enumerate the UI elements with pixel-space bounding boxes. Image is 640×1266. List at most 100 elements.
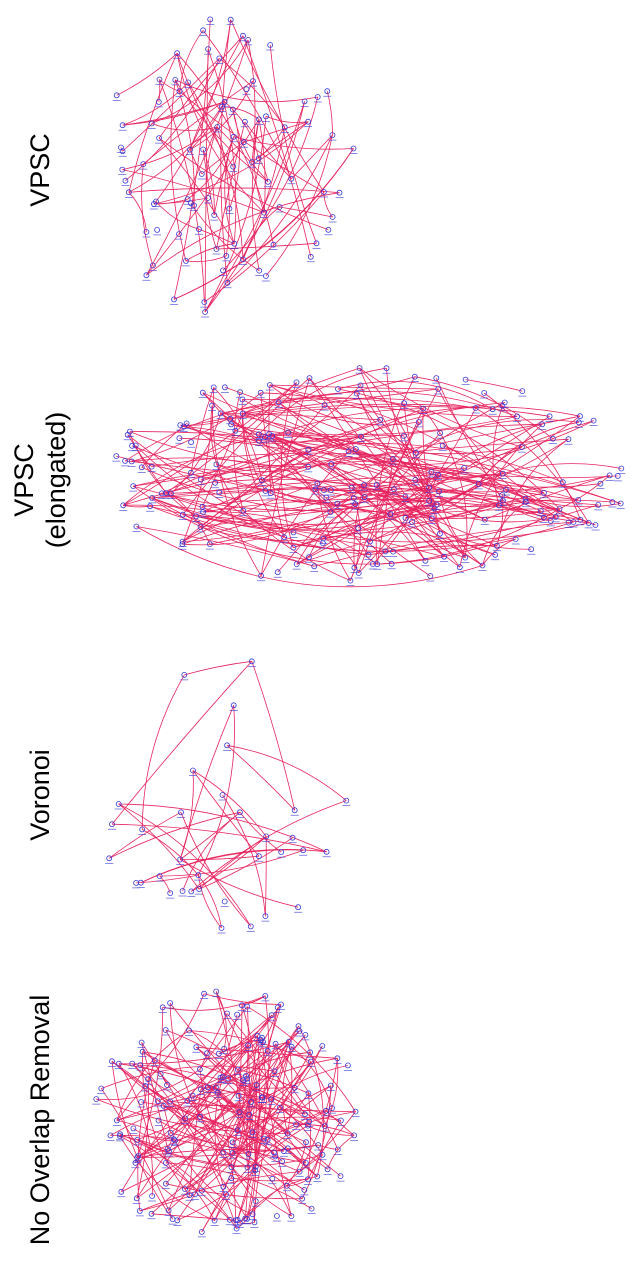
edge <box>286 1178 309 1187</box>
edge <box>139 1171 300 1212</box>
edge <box>213 387 263 481</box>
node <box>401 400 408 407</box>
node <box>276 1104 283 1111</box>
node <box>115 801 122 807</box>
node <box>218 925 225 931</box>
node <box>234 1127 241 1134</box>
node <box>243 1073 249 1079</box>
edge <box>222 1076 297 1125</box>
node <box>334 1146 341 1153</box>
edge <box>403 403 435 509</box>
node <box>290 544 297 551</box>
node <box>262 487 269 494</box>
node <box>266 382 273 388</box>
edge <box>199 1116 256 1168</box>
edge <box>282 1046 292 1134</box>
node <box>167 1000 173 1007</box>
node <box>189 1092 196 1099</box>
edge <box>299 1111 356 1172</box>
node <box>257 1036 264 1043</box>
node <box>200 27 206 34</box>
edge <box>233 392 244 511</box>
node <box>422 557 429 564</box>
node <box>435 471 441 478</box>
edge <box>505 489 621 508</box>
node <box>428 469 435 475</box>
node <box>472 405 479 411</box>
node <box>345 448 352 455</box>
edge <box>159 79 180 92</box>
node <box>351 1132 358 1139</box>
node <box>193 513 199 520</box>
edges <box>116 367 622 588</box>
node <box>143 272 150 279</box>
edge <box>204 116 267 313</box>
node <box>305 118 312 125</box>
node <box>258 572 265 579</box>
edge <box>202 30 292 179</box>
edge <box>224 101 260 159</box>
node <box>221 898 228 905</box>
edge <box>265 135 333 277</box>
edge <box>182 497 503 545</box>
node <box>143 229 150 235</box>
edge <box>137 1139 215 1221</box>
edge <box>120 147 123 152</box>
node <box>220 1183 227 1190</box>
node <box>352 446 359 452</box>
node <box>182 1115 188 1122</box>
edge <box>137 1149 284 1158</box>
node <box>499 497 506 504</box>
node <box>389 456 396 462</box>
node <box>249 159 255 166</box>
node <box>198 1086 204 1093</box>
node <box>192 1191 198 1198</box>
node <box>228 421 235 428</box>
node <box>261 209 268 216</box>
node <box>156 135 162 142</box>
node <box>308 1205 315 1212</box>
edge <box>136 1034 306 1199</box>
node <box>546 413 553 420</box>
node <box>276 204 283 210</box>
panel-no-overlap-removal: No Overlap Removal <box>0 980 640 1260</box>
edge <box>139 1193 196 1212</box>
edge <box>242 388 439 414</box>
node <box>427 573 434 579</box>
node <box>129 442 135 449</box>
node <box>293 561 300 568</box>
node <box>402 493 409 500</box>
node <box>367 538 373 545</box>
edge <box>179 30 204 92</box>
panel-vpsc: VPSC <box>0 0 640 340</box>
edge <box>179 859 299 908</box>
node <box>107 1132 114 1139</box>
edge <box>133 1128 176 1142</box>
edge <box>170 1057 338 1134</box>
node <box>244 1003 251 1010</box>
node <box>415 419 422 425</box>
node <box>609 499 616 505</box>
node <box>606 472 613 479</box>
node <box>149 1193 155 1199</box>
edge <box>207 48 237 244</box>
node <box>618 465 625 472</box>
node <box>245 1151 252 1158</box>
node <box>98 1085 105 1092</box>
edge <box>145 1085 288 1135</box>
node <box>216 489 223 496</box>
node <box>139 826 146 833</box>
edge <box>111 661 253 825</box>
node <box>116 1060 122 1067</box>
edge <box>242 376 415 400</box>
node <box>281 124 288 131</box>
edge <box>198 228 235 245</box>
node <box>274 569 281 576</box>
node <box>137 1062 144 1068</box>
edge <box>149 505 394 553</box>
edge <box>159 79 205 303</box>
node <box>329 132 336 139</box>
edge <box>189 35 244 150</box>
edge <box>265 836 267 917</box>
node <box>284 1145 291 1152</box>
